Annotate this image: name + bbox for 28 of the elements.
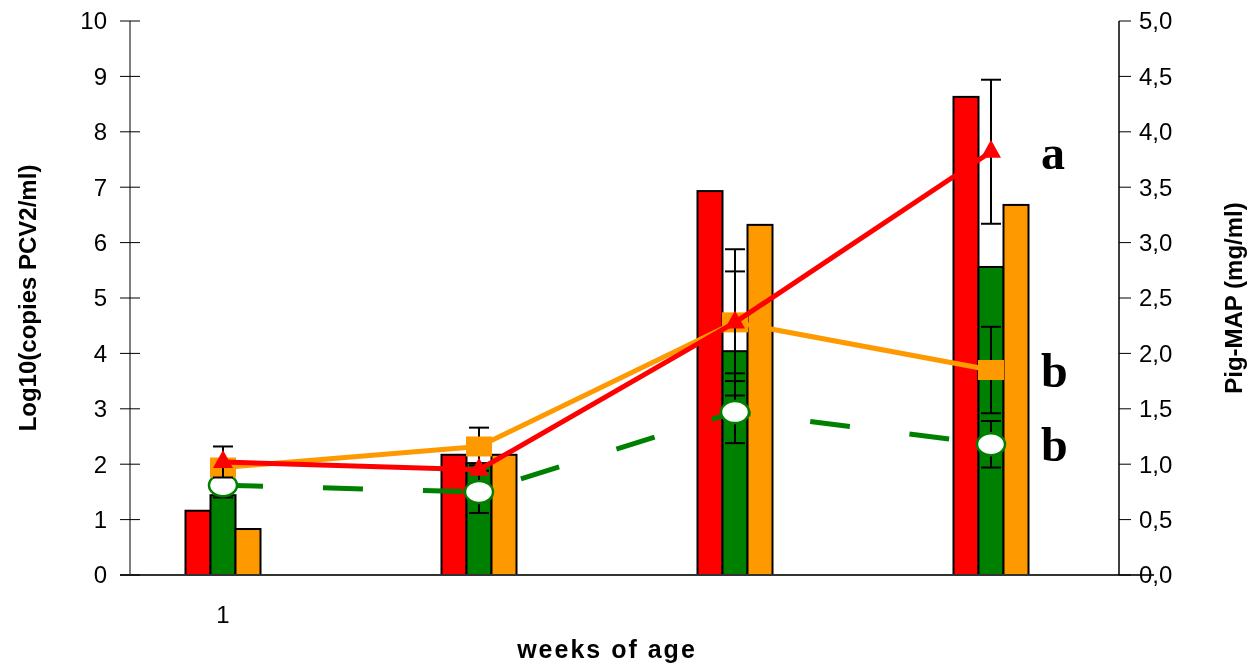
- y2-tick-label: 2,5: [1139, 284, 1173, 312]
- y-tick-label: 8: [93, 118, 107, 146]
- y-tick-label: 10: [80, 7, 107, 35]
- y2-tick-label: 1,5: [1139, 395, 1173, 423]
- y2-tick-label: 4,5: [1139, 62, 1173, 90]
- y-tick-label: 3: [93, 395, 107, 423]
- x-axis-title: weeks of age: [516, 635, 697, 663]
- annotation: b: [1041, 343, 1068, 397]
- y2-tick-label: 3,0: [1139, 229, 1173, 256]
- y-tick-label: 6: [93, 229, 107, 256]
- y2-tick-label: 0,0: [1139, 561, 1173, 589]
- y-tick-label: 7: [93, 173, 107, 201]
- y-axis-title: Log10(copies PCV2/ml): [14, 164, 41, 432]
- y-tick-label: 9: [93, 62, 107, 90]
- y-tick-label: 0: [93, 561, 107, 589]
- annotation: b: [1041, 418, 1068, 472]
- y2-tick-label: 2,0: [1139, 339, 1173, 367]
- y2-tick-label: 0,5: [1139, 506, 1173, 533]
- y2-axis-title: Pig-MAP (mg/ml): [1220, 202, 1247, 394]
- y-tick-label: 4: [93, 339, 107, 367]
- y-tick-label: 5: [93, 284, 107, 312]
- y2-tick-label: 3,5: [1139, 173, 1173, 201]
- category-label: 1: [216, 601, 230, 628]
- y-tick-label: 2: [93, 450, 107, 478]
- y2-tick-label: 5,0: [1139, 7, 1173, 35]
- y2-tick-label: 4,0: [1139, 118, 1173, 146]
- y2-tick-label: 1,0: [1139, 450, 1173, 478]
- annotation: a: [1041, 125, 1065, 179]
